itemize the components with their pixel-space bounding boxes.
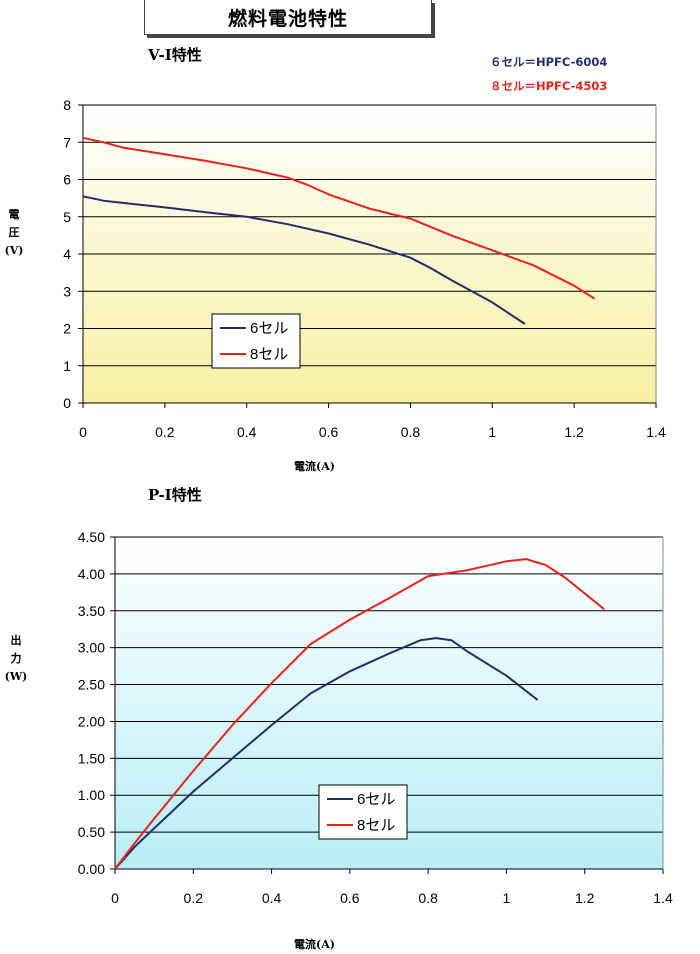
- pi-chart-title: P-I特性: [148, 486, 202, 504]
- vi-y-tick-label: 5: [63, 209, 71, 225]
- vi-series-line-1: [82, 195, 526, 325]
- vi-chart-title: V-I特性: [148, 46, 202, 64]
- vi-x-axis-label: 電流(A): [294, 460, 335, 473]
- pi-y-axis-label: 出 力 (W): [2, 632, 30, 686]
- vi-legend-label-2: 8セル: [250, 346, 288, 363]
- vi-y-tick-label: 7: [63, 134, 71, 150]
- pi-x-tick-label: 0.8: [418, 890, 438, 906]
- pi-x-axis-label: 電流(A): [294, 938, 335, 951]
- pi-y-axis-label-line-2: 力: [10, 652, 22, 665]
- note-6-cell: ６セル＝HPFC-6004: [490, 55, 608, 69]
- page-title: 燃料電池特性: [144, 0, 432, 35]
- vi-y-axis-label-line-3: (V): [4, 244, 24, 257]
- vi-y-tick-label: 1: [63, 358, 71, 374]
- pi-series-line-1: [114, 637, 539, 870]
- pi-x-tick-label: 0: [111, 890, 119, 906]
- vi-legend-box: [211, 313, 301, 369]
- pi-series-line-2: [114, 558, 605, 870]
- vi-x-tick-label: 0.6: [319, 424, 339, 440]
- vi-y-axis-label-line-1: 電: [8, 208, 20, 221]
- pi-y-tick-label: 3.50: [78, 603, 105, 619]
- pi-y-tick-label: 3.00: [78, 640, 105, 656]
- vi-y-axis-label: 電 圧 (V): [0, 206, 28, 260]
- vi-x-tick-label: 0.2: [155, 424, 175, 440]
- vi-x-tick-label: 1: [488, 424, 496, 440]
- vi-y-axis-label-line-2: 圧: [8, 226, 20, 239]
- pi-legend-label-1: 6セル: [357, 791, 395, 808]
- pi-x-tick-label: 0.2: [184, 890, 204, 906]
- pi-x-tick-label: 1.4: [653, 890, 673, 906]
- pi-x-tick-label: 1: [503, 890, 511, 906]
- pi-x-tick-label: 1.2: [575, 890, 595, 906]
- pi-x-tick-label: 0.4: [262, 890, 282, 906]
- vi-y-tick-label: 4: [63, 246, 71, 262]
- pi-y-tick-label: 1.00: [78, 787, 105, 803]
- pi-y-axis-label-line-3: (W): [4, 670, 28, 683]
- vi-x-tick-label: 1.4: [646, 424, 666, 440]
- pi-y-tick-label: 1.50: [78, 750, 105, 766]
- pi-y-tick-label: 4.50: [78, 529, 105, 545]
- vi-x-tick-label: 0.8: [401, 424, 421, 440]
- vi-x-tick-label: 0.4: [237, 424, 257, 440]
- pi-legend-box: [318, 784, 408, 840]
- vi-x-tick-label: 0: [79, 424, 87, 440]
- vi-y-tick-label: 6: [63, 172, 71, 188]
- note-8-cell: ８セル＝HPFC-4503: [490, 79, 608, 93]
- vi-x-tick-label: 1.2: [564, 424, 584, 440]
- pi-y-tick-label: 2.50: [78, 677, 105, 693]
- pi-y-tick-label: 2.00: [78, 713, 105, 729]
- vi-y-tick-label: 0: [63, 395, 71, 411]
- pi-x-tick-label: 0.6: [340, 890, 360, 906]
- vi-y-tick-label: 2: [63, 321, 71, 337]
- pi-y-tick-label: 4.00: [78, 566, 105, 582]
- pi-y-tick-label: 0.50: [78, 824, 105, 840]
- pi-y-tick-label: 0.00: [78, 861, 105, 877]
- pi-legend-label-2: 8セル: [357, 817, 395, 834]
- pi-y-axis-label-line-1: 出: [10, 634, 22, 647]
- vi-y-tick-label: 8: [63, 97, 71, 113]
- vi-series-line-2: [82, 136, 596, 300]
- vi-y-tick-label: 3: [63, 283, 71, 299]
- vi-legend-label-1: 6セル: [250, 320, 288, 337]
